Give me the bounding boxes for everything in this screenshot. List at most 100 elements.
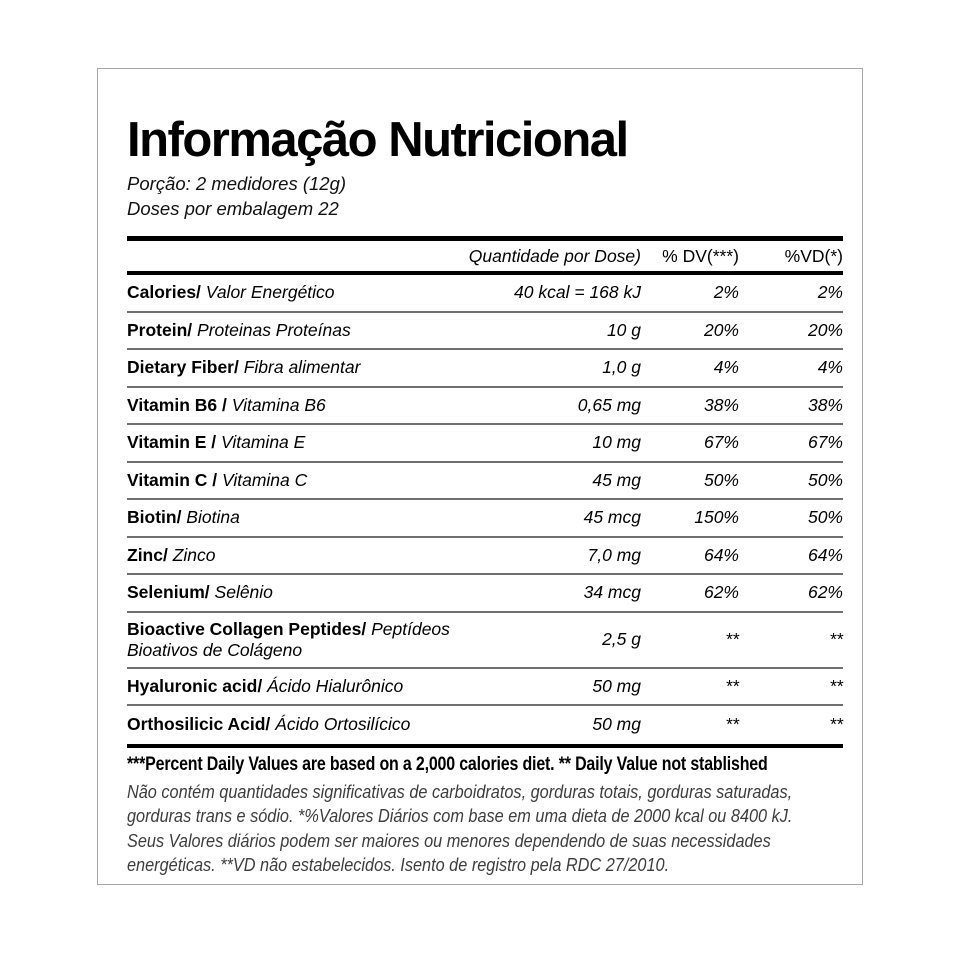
nutrient-quantity: 10 g bbox=[606, 319, 641, 340]
table-row: Selenium/ Selênio 34 mcg 62% 62% bbox=[127, 575, 843, 613]
column-header-quantity: Quantidade por Dose) bbox=[468, 245, 641, 266]
nutrient-name-en: Biotin/ bbox=[127, 507, 182, 528]
nutrient-quantity: 50 mg bbox=[592, 675, 641, 696]
footnote-line: Não contém quantidades significativas de… bbox=[127, 780, 793, 802]
nutrient-vd-percent: 20% bbox=[807, 319, 843, 340]
nutrient-name-en: Vitamin B6 / bbox=[127, 394, 227, 415]
servings-per-container-line: Doses por embalagem 22 bbox=[127, 198, 339, 219]
nutrient-label: Dietary Fiber/ Fibra alimentar bbox=[127, 351, 491, 384]
nutrient-label: Hyaluronic acid/ Ácido Hialurônico bbox=[127, 670, 491, 703]
nutrient-name-pt: Valor Energético bbox=[200, 282, 335, 303]
footnote-line: energéticas. **VD não estabelecidos. Ise… bbox=[127, 854, 670, 876]
table-row: Dietary Fiber/ Fibra alimentar 1,0 g 4% … bbox=[127, 350, 843, 388]
nutrient-label: Selenium/ Selênio bbox=[127, 576, 491, 609]
nutrient-name-pt: Proteinas Proteínas bbox=[192, 319, 351, 340]
footnote-line: gorduras trans e sódio. *%Valores Diário… bbox=[127, 805, 793, 827]
nutrient-name-pt: Fibra alimentar bbox=[238, 357, 361, 378]
table-row: Hyaluronic acid/ Ácido Hialurônico 50 mg… bbox=[127, 669, 843, 706]
nutrient-dv-percent: 150% bbox=[694, 507, 739, 528]
column-header-dv: % DV(***) bbox=[662, 245, 739, 266]
nutrient-name-en: Selenium/ bbox=[127, 582, 210, 603]
serving-size-line: Porção: 2 medidores (12g) bbox=[127, 173, 347, 194]
nutrient-vd-percent: ** bbox=[829, 714, 843, 735]
table-row: Zinc/ Zinco 7,0 mg 64% 64% bbox=[127, 538, 843, 575]
nutrient-vd-percent: 50% bbox=[807, 507, 843, 528]
nutrient-label: Vitamin C / Vitamina C bbox=[127, 464, 491, 497]
nutrient-quantity: 40 kcal = 168 kJ bbox=[514, 282, 641, 303]
nutrient-vd-percent: ** bbox=[829, 629, 843, 649]
nutrient-label: Orthosilicic Acid/ Ácido Ortosilícico bbox=[127, 708, 491, 741]
nutrient-dv-percent: 62% bbox=[703, 582, 739, 603]
nutrient-label: Biotin/ Biotina bbox=[127, 501, 491, 534]
table-row: Vitamin E / Vitamina E 10 mg 67% 67% bbox=[127, 425, 843, 463]
nutrient-label: Bioactive Collagen Peptides/ Peptídeos B… bbox=[127, 613, 491, 667]
nutrient-vd-percent: ** bbox=[829, 675, 843, 696]
nutrient-quantity: 45 mcg bbox=[583, 507, 641, 528]
footnote-daily-values: ***Percent Daily Values are based on a 2… bbox=[127, 753, 768, 775]
table-body: Calories/ Valor Energético 40 kcal = 168… bbox=[127, 275, 843, 744]
nutrient-name-en: Hyaluronic acid/ bbox=[127, 675, 263, 696]
table-row: Vitamin C / Vitamina C 45 mg 50% 50% bbox=[127, 463, 843, 500]
nutrient-vd-percent: 64% bbox=[807, 544, 843, 565]
nutrient-vd-percent: 50% bbox=[807, 469, 843, 490]
nutrient-dv-percent: ** bbox=[725, 675, 739, 696]
table-row: Orthosilicic Acid/ Ácido Ortosilícico 50… bbox=[127, 706, 843, 744]
nutrient-dv-percent: 64% bbox=[703, 544, 739, 565]
nutrient-vd-percent: 2% bbox=[817, 282, 843, 303]
nutrient-name-en: Zinc/ bbox=[127, 544, 168, 565]
nutrient-label: Zinc/ Zinco bbox=[127, 539, 491, 572]
nutrient-vd-percent: 67% bbox=[807, 432, 843, 453]
nutrient-dv-percent: 38% bbox=[703, 394, 739, 415]
nutrient-name-pt: Ácido Ortosilícico bbox=[270, 714, 411, 735]
footnote-line: Seus Valores diários podem ser maiores o… bbox=[127, 829, 771, 851]
nutrient-vd-percent: 4% bbox=[817, 357, 843, 378]
nutrient-vd-percent: 62% bbox=[807, 582, 843, 603]
nutrient-dv-percent: 2% bbox=[713, 282, 739, 303]
table-bottom-divider bbox=[127, 743, 843, 748]
nutrient-vd-percent: 38% bbox=[807, 394, 843, 415]
nutrient-name-en: Bioactive Collagen Peptides/ bbox=[127, 618, 367, 639]
nutrient-name-pt: Zinco bbox=[167, 544, 216, 565]
nutrient-dv-percent: 67% bbox=[703, 432, 739, 453]
nutrient-name-pt: Vitamina E bbox=[216, 432, 306, 453]
nutrient-dv-percent: ** bbox=[725, 714, 739, 735]
nutrient-name-en: Dietary Fiber/ bbox=[127, 357, 239, 378]
nutrient-quantity: 7,0 mg bbox=[587, 544, 642, 565]
nutrient-name-pt: Ácido Hialurônico bbox=[262, 675, 404, 696]
nutrient-quantity: 45 mg bbox=[592, 469, 641, 490]
nutrient-quantity: 10 mg bbox=[592, 432, 641, 453]
nutrient-name-en: Vitamin C / bbox=[127, 469, 218, 490]
table-header-divider bbox=[127, 271, 843, 275]
table-header-row: Quantidade por Dose) % DV(***) %VD(*) bbox=[127, 241, 843, 271]
nutrient-label: Calories/ Valor Energético bbox=[127, 276, 491, 309]
nutrient-name-pt: Selênio bbox=[209, 582, 273, 603]
nutrient-dv-percent: 20% bbox=[703, 319, 739, 340]
table-row: Protein/ Proteinas Proteínas 10 g 20% 20… bbox=[127, 313, 843, 350]
nutrient-quantity: 1,0 g bbox=[602, 357, 641, 378]
nutrient-dv-percent: ** bbox=[725, 629, 739, 649]
nutrient-quantity: 34 mcg bbox=[583, 582, 641, 603]
nutrient-name-pt: Biotina bbox=[181, 507, 240, 528]
nutrient-name-pt: Vitamina B6 bbox=[226, 394, 326, 415]
nutrient-name-en: Vitamin E / bbox=[127, 432, 217, 453]
nutrient-dv-percent: 4% bbox=[713, 357, 739, 378]
nutrient-name-en: Orthosilicic Acid/ bbox=[127, 714, 271, 735]
table-top-divider bbox=[127, 236, 843, 241]
column-header-vd: %VD(*) bbox=[784, 245, 843, 266]
table-row: Vitamin B6 / Vitamina B6 0,65 mg 38% 38% bbox=[127, 388, 843, 425]
nutrient-name-en: Calories/ bbox=[127, 282, 201, 303]
table-row: Biotin/ Biotina 45 mcg 150% 50% bbox=[127, 500, 843, 538]
nutrient-label: Vitamin E / Vitamina E bbox=[127, 426, 491, 459]
nutrient-name-pt: Peptídeos Bioativos de Colágeno bbox=[127, 618, 450, 660]
nutrient-dv-percent: 50% bbox=[703, 469, 739, 490]
nutrient-name-en: Protein/ bbox=[127, 319, 193, 340]
nutrition-facts-label: Informação Nutricional Porção: 2 medidor… bbox=[97, 68, 863, 885]
footnote-details: Não contém quantidades significativas de… bbox=[127, 780, 793, 878]
nutrient-quantity: 2,5 g bbox=[602, 629, 641, 649]
nutrient-label: Protein/ Proteinas Proteínas bbox=[127, 314, 491, 347]
table-row: Calories/ Valor Energético 40 kcal = 168… bbox=[127, 275, 843, 313]
nutrient-quantity: 0,65 mg bbox=[577, 394, 641, 415]
nutrient-label: Vitamin B6 / Vitamina B6 bbox=[127, 389, 491, 422]
nutrient-name-pt: Vitamina C bbox=[217, 469, 308, 490]
table-row: Bioactive Collagen Peptides/ Peptídeos B… bbox=[127, 613, 843, 669]
